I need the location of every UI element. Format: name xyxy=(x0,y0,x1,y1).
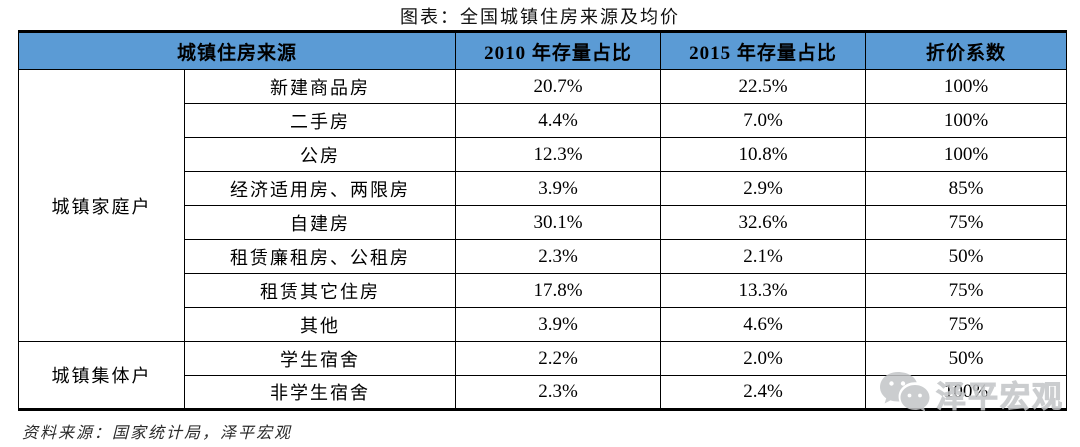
cell-2015: 2.4% xyxy=(660,375,867,410)
header-discount: 折价系数 xyxy=(865,31,1068,70)
cell-discount: 100% xyxy=(865,69,1068,104)
cell-2010: 3.9% xyxy=(455,307,662,342)
cell-2015: 2.1% xyxy=(660,239,867,274)
cell-type: 新建商品房 xyxy=(183,69,457,104)
group-family-households: 城镇家庭户 xyxy=(18,69,185,342)
table-row: 城镇集体户 学生宿舍 2.2% 2.0% 50% xyxy=(18,341,1068,410)
table-row: 二手房 4.4% 7.0% 100% xyxy=(19,103,1068,138)
header-source: 城镇住房来源 xyxy=(17,31,457,70)
cell-2015: 13.3% xyxy=(660,273,867,308)
figure-title: 图表：全国城镇住房来源及均价 xyxy=(400,7,680,27)
cell-discount: 100% xyxy=(865,137,1068,172)
cell-2015: 4.6% xyxy=(660,307,867,342)
cell-2010: 20.7% xyxy=(455,69,662,104)
cell-discount: 75% xyxy=(865,307,1068,342)
cell-type: 租赁其它住房 xyxy=(183,273,457,308)
cell-type: 学生宿舍 xyxy=(183,341,457,376)
cell-2015: 22.5% xyxy=(660,69,867,104)
cell-discount: 50% xyxy=(865,239,1068,274)
cell-discount: 75% xyxy=(865,273,1068,308)
cell-type: 非学生宿舍 xyxy=(183,375,457,410)
table-row: 租赁廉租房、公租房 2.3% 2.1% 50% xyxy=(19,239,1068,274)
cell-discount: 100% xyxy=(865,375,1068,410)
cell-discount: 75% xyxy=(865,205,1068,240)
table-row: 租赁其它住房 17.8% 13.3% 75% xyxy=(19,273,1068,308)
cell-2010: 17.8% xyxy=(455,273,662,308)
group-collective-households: 城镇集体户 xyxy=(18,341,185,410)
table-row: 公房 12.3% 10.8% 100% xyxy=(19,137,1068,172)
cell-discount: 85% xyxy=(865,171,1068,206)
cell-discount: 50% xyxy=(865,341,1068,376)
cell-type: 经济适用房、两限房 xyxy=(183,171,457,206)
header-2015: 2015 年存量占比 xyxy=(660,31,867,70)
header-2010: 2010 年存量占比 xyxy=(455,31,662,70)
cell-2010: 12.3% xyxy=(455,137,662,172)
table-row: 自建房 30.1% 32.6% 75% xyxy=(19,205,1068,240)
cell-2015: 2.9% xyxy=(660,171,867,206)
table-row: 经济适用房、两限房 3.9% 2.9% 85% xyxy=(19,171,1068,206)
table-row: 城镇家庭户 新建商品房 20.7% 22.5% 100% xyxy=(18,69,1068,342)
cell-2010: 2.3% xyxy=(455,375,662,410)
cell-type: 公房 xyxy=(183,137,457,172)
table-row: 其他 3.9% 4.6% 75% xyxy=(19,307,1068,342)
cell-2010: 2.2% xyxy=(455,341,662,376)
cell-type: 其他 xyxy=(183,307,457,342)
cell-type: 租赁廉租房、公租房 xyxy=(183,239,457,274)
cell-2015: 2.0% xyxy=(660,341,867,376)
cell-2010: 30.1% xyxy=(455,205,662,240)
cell-2015: 10.8% xyxy=(660,137,867,172)
cell-2015: 32.6% xyxy=(660,205,867,240)
cell-2010: 4.4% xyxy=(455,103,662,138)
cell-discount: 100% xyxy=(865,103,1068,138)
cell-type: 自建房 xyxy=(183,205,457,240)
data-source-note: 资料来源：国家统计局，泽平宏观 xyxy=(22,425,293,442)
cell-2015: 7.0% xyxy=(660,103,867,138)
header-row: 城镇住房来源 2010 年存量占比 2015 年存量占比 折价系数 xyxy=(17,31,1068,70)
housing-source-table: 城镇住房来源 2010 年存量占比 2015 年存量占比 折价系数 城镇家庭户 … xyxy=(17,30,1068,411)
cell-2010: 3.9% xyxy=(455,171,662,206)
cell-2010: 2.3% xyxy=(455,239,662,274)
cell-type: 二手房 xyxy=(183,103,457,138)
